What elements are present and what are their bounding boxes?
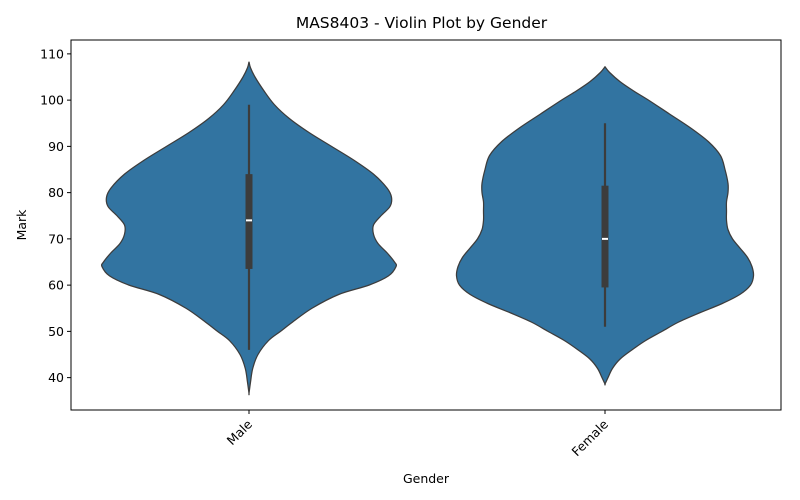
y-tick-label: 110 xyxy=(40,46,64,61)
y-axis: 40 50 60 70 80 90 100 110 xyxy=(40,46,71,385)
x-axis: Male Female xyxy=(224,410,612,459)
y-tick-label: 80 xyxy=(48,185,64,200)
y-tick-label: 60 xyxy=(48,278,64,293)
y-tick-label: 40 xyxy=(48,370,64,385)
plot-frame xyxy=(70,39,782,411)
x-tick-label-male: Male xyxy=(224,416,256,448)
y-tick-label: 100 xyxy=(40,93,64,108)
violin-female xyxy=(455,65,755,386)
x-tick-label-female: Female xyxy=(569,416,612,459)
iqr-box xyxy=(245,174,253,269)
x-axis-label: Gender xyxy=(403,471,450,486)
plot-area xyxy=(70,39,782,411)
violins-group xyxy=(100,61,755,396)
y-tick-label: 50 xyxy=(48,324,64,339)
iqr-box xyxy=(601,185,609,288)
violin-male xyxy=(100,61,398,396)
y-axis-label: Mark xyxy=(14,209,29,241)
y-tick-label: 90 xyxy=(48,139,64,154)
chart-title: MAS8403 - Violin Plot by Gender xyxy=(296,14,548,32)
y-tick-label: 70 xyxy=(48,231,64,246)
